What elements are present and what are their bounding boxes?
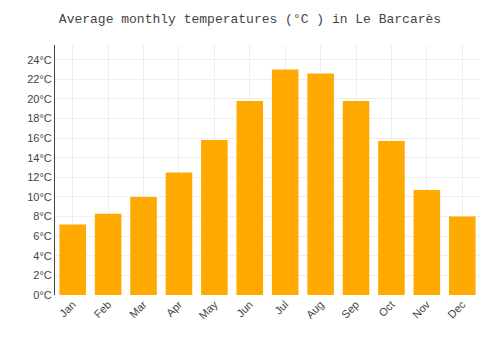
svg-text:Aug: Aug xyxy=(304,298,326,320)
svg-text:18°C: 18°C xyxy=(27,112,52,124)
svg-text:16°C: 16°C xyxy=(27,132,52,144)
svg-text:2°C: 2°C xyxy=(33,269,52,281)
svg-text:14°C: 14°C xyxy=(27,152,52,164)
svg-text:Mar: Mar xyxy=(127,298,149,320)
svg-text:6°C: 6°C xyxy=(33,230,52,242)
svg-text:12°C: 12°C xyxy=(27,171,52,183)
svg-text:Oct: Oct xyxy=(376,298,397,319)
svg-text:22°C: 22°C xyxy=(27,73,52,85)
svg-text:Feb: Feb xyxy=(92,298,114,320)
svg-text:Jul: Jul xyxy=(272,298,290,316)
svg-text:Jun: Jun xyxy=(234,298,255,319)
svg-text:Dec: Dec xyxy=(445,298,468,321)
svg-text:Nov: Nov xyxy=(410,298,433,321)
svg-text:Sep: Sep xyxy=(339,298,361,320)
svg-text:0°C: 0°C xyxy=(33,289,52,301)
svg-text:Jan: Jan xyxy=(57,298,78,319)
svg-text:10°C: 10°C xyxy=(27,191,52,203)
svg-text:8°C: 8°C xyxy=(33,210,52,222)
svg-text:May: May xyxy=(197,298,221,322)
svg-text:24°C: 24°C xyxy=(27,54,52,66)
svg-text:4°C: 4°C xyxy=(33,250,52,262)
svg-text:Apr: Apr xyxy=(164,298,185,319)
svg-text:Average monthly temperatures (: Average monthly temperatures (°C ) in Le… xyxy=(59,12,441,27)
svg-text:20°C: 20°C xyxy=(27,93,52,105)
